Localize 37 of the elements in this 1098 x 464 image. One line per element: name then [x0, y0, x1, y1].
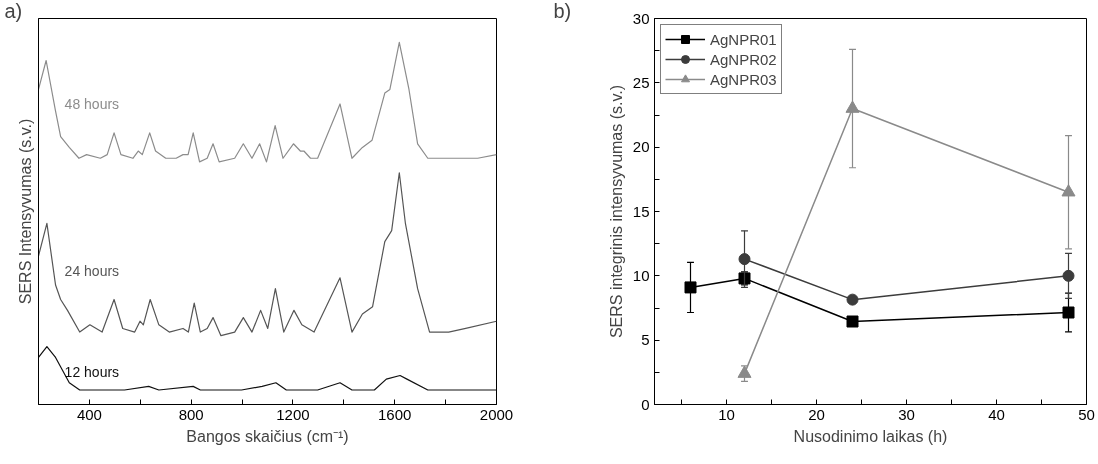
y-tick-label: 25: [632, 73, 650, 91]
y-axis-title: SERS integrinis intensyvumas (s.v.): [607, 84, 625, 339]
point: [1061, 184, 1076, 197]
x-tick-label: 50: [1078, 405, 1095, 423]
point: [738, 253, 751, 266]
y-tick-label: 20: [632, 138, 650, 156]
point: [846, 315, 859, 328]
y-tick-label: 15: [632, 202, 650, 220]
x-tick-label: 2000: [479, 405, 514, 423]
chart-title: a): [4, 0, 23, 22]
y-tick-label: 30: [632, 9, 650, 27]
x-tick-label: 40: [988, 405, 1005, 423]
point: [845, 100, 860, 113]
x-tick-label: 30: [898, 405, 915, 423]
y-tick-label: 5: [641, 331, 650, 349]
point: [1062, 306, 1075, 319]
point: [846, 293, 859, 306]
series-label: 48 hours: [64, 95, 120, 112]
x-tick-label: 800: [178, 405, 204, 423]
legend-label: AgNPR02: [710, 50, 777, 68]
series-label: 12 hours: [64, 363, 120, 380]
x-tick-label: 400: [76, 405, 102, 423]
point: [684, 281, 697, 294]
legend-label: AgNPR01: [710, 30, 777, 48]
point: [1062, 269, 1075, 282]
x-tick-label: 10: [718, 405, 735, 423]
x-tick-label: 20: [808, 405, 825, 423]
y-axis-title: SERS Intensyvumas (s.v.): [16, 118, 34, 305]
y-tick-label: 10: [632, 266, 650, 284]
series-label: 24 hours: [64, 262, 120, 279]
y-tick-label: 0: [641, 395, 650, 413]
legend-label: AgNPR03: [710, 70, 777, 88]
x-tick-label: 1200: [276, 405, 310, 423]
x-tick-label: 1600: [378, 405, 412, 423]
x-axis-title: Bangos skaičius (cm⁻¹): [186, 427, 349, 445]
chart-title: b): [553, 0, 572, 22]
x-axis-title: Nusodinimo laikas (h): [793, 427, 948, 445]
